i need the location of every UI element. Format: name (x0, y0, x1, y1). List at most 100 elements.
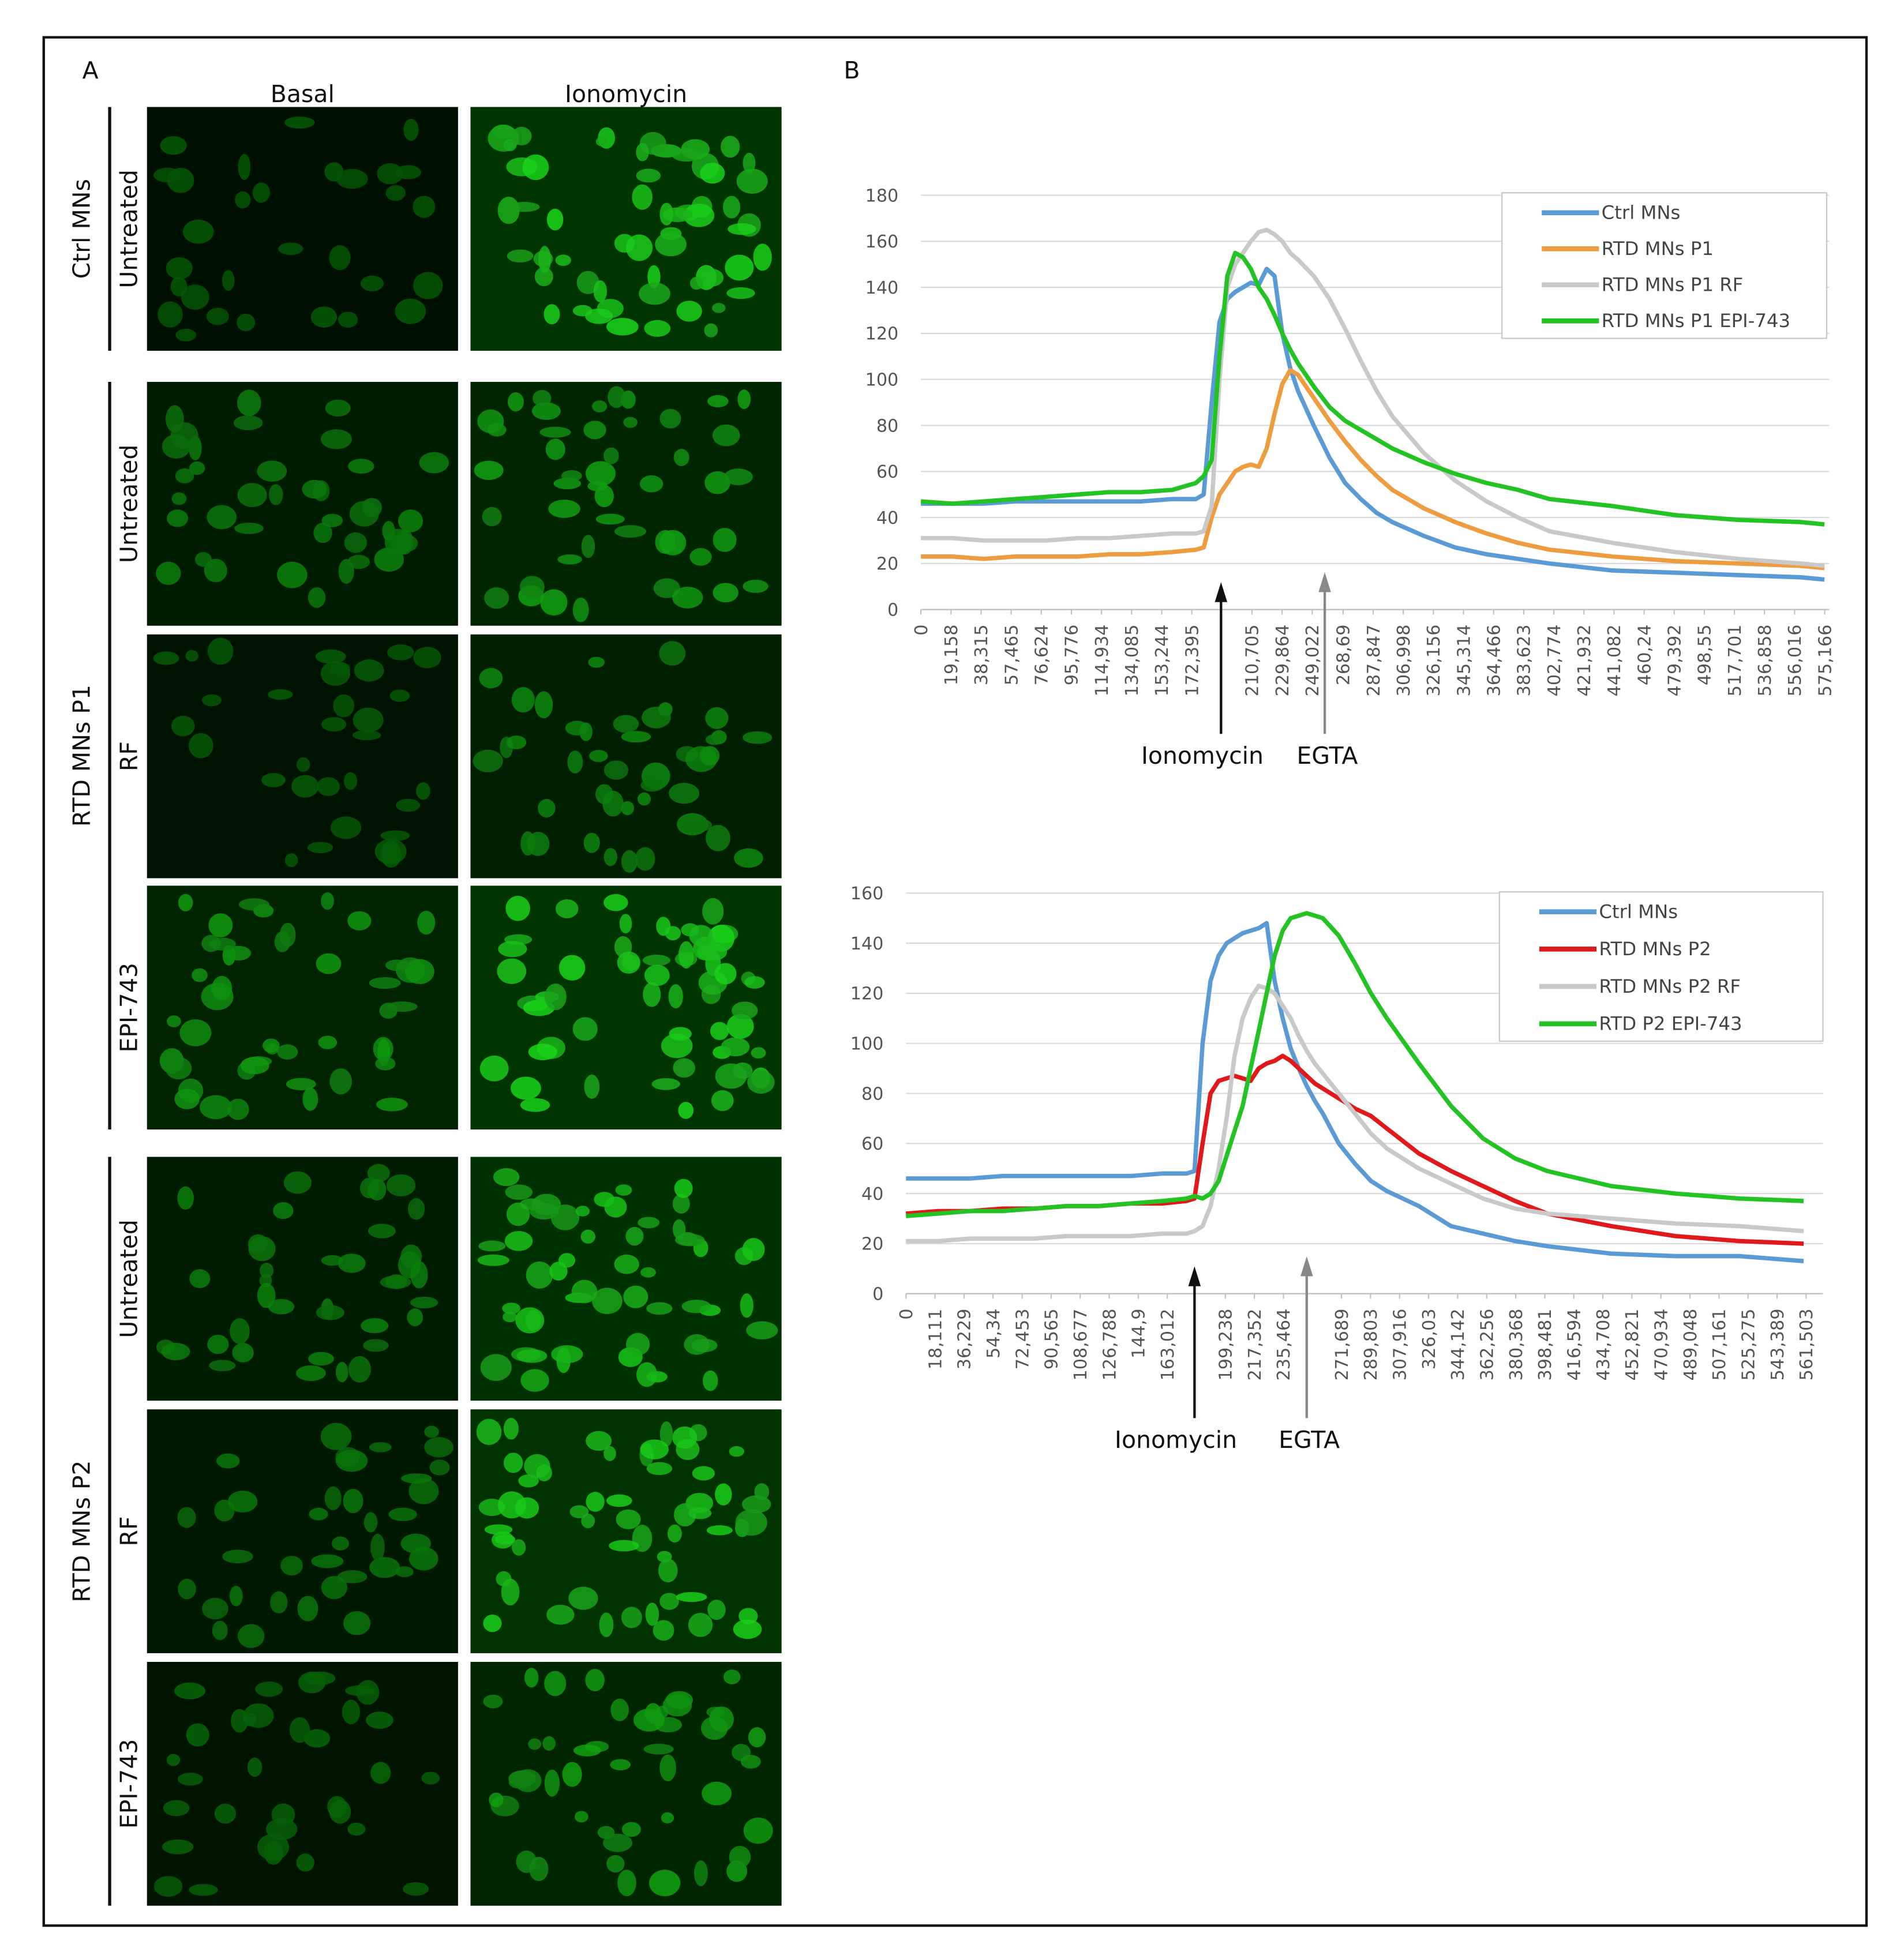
y-tick-label: 80 (876, 416, 898, 436)
cell (511, 1076, 541, 1100)
column-header: Ionomycin (565, 80, 687, 108)
cell (238, 153, 251, 180)
cell (589, 749, 608, 762)
cell (186, 1723, 209, 1747)
x-tick-label: 452,821 (1622, 1309, 1643, 1381)
cell (640, 779, 664, 792)
cell (617, 951, 640, 974)
cell (705, 734, 724, 745)
cell (602, 1833, 632, 1852)
cell (574, 1744, 601, 1756)
cell (623, 1285, 649, 1308)
arrow-head (1300, 1256, 1313, 1277)
annotation-label: Ionomycin (1141, 742, 1264, 770)
cell (667, 1524, 682, 1543)
x-tick-label: 489,048 (1681, 1309, 1701, 1381)
cell (375, 1057, 396, 1071)
cell (503, 1311, 518, 1323)
cell (544, 304, 560, 325)
cell (178, 894, 193, 911)
series-line (905, 1053, 1804, 1246)
cell (278, 242, 303, 256)
cell (711, 1090, 734, 1112)
y-tick-label: 20 (876, 554, 898, 575)
cell (615, 1184, 632, 1196)
cell (316, 953, 342, 974)
cell (483, 1614, 502, 1632)
cell (544, 1671, 567, 1696)
cell (235, 191, 251, 209)
cell (536, 1464, 552, 1481)
cell (658, 1559, 678, 1583)
legend-box (1501, 192, 1828, 339)
micrograph (147, 107, 458, 351)
cell (307, 842, 333, 854)
cell (320, 429, 352, 449)
cell (588, 656, 605, 668)
y-tick-label: 160 (865, 232, 899, 252)
cell (183, 219, 214, 244)
cell (549, 1262, 568, 1281)
legend-label: RTD MNs P2 RF (1599, 975, 1741, 997)
cell (194, 552, 212, 567)
micrograph (147, 382, 458, 626)
cell (344, 532, 367, 553)
cell (380, 840, 402, 868)
x-tick-label: 380,368 (1506, 1309, 1527, 1381)
cell (522, 154, 549, 181)
cell (477, 1254, 509, 1266)
cell (479, 1055, 509, 1082)
cell (342, 1699, 361, 1725)
cell (545, 438, 565, 460)
cell (616, 1509, 641, 1530)
cell (156, 561, 181, 585)
cell (534, 267, 553, 287)
x-tick-label: 249,022 (1303, 625, 1323, 697)
cell (395, 165, 421, 179)
cell (599, 1612, 614, 1638)
cell (313, 523, 332, 543)
cell (702, 1781, 732, 1806)
cell (232, 1343, 254, 1363)
cell (297, 1596, 318, 1622)
annotation-label: EGTA (1279, 1426, 1340, 1454)
cell (343, 1488, 363, 1514)
cell (698, 268, 724, 287)
cell (659, 202, 674, 226)
cell (174, 1682, 205, 1699)
cell (487, 423, 507, 437)
legend-box (1498, 891, 1824, 1042)
cell (625, 1226, 644, 1246)
cell (507, 392, 524, 412)
y-tick-label: 80 (861, 1084, 883, 1104)
cell (400, 1533, 431, 1553)
cell (348, 1356, 371, 1383)
x-tick-label: 134,085 (1122, 625, 1142, 697)
cell (713, 528, 737, 552)
cell (324, 1486, 342, 1511)
cell (310, 306, 338, 328)
cell (608, 386, 626, 408)
legend-label: Ctrl MNs (1602, 202, 1681, 224)
cell (376, 1097, 408, 1112)
cell (512, 1539, 526, 1556)
cell (636, 168, 661, 183)
cell (709, 1706, 734, 1732)
cell (748, 1727, 766, 1748)
cell (511, 126, 532, 146)
cell (419, 452, 449, 474)
cell (516, 1850, 537, 1873)
cell (153, 1876, 183, 1897)
x-tick-label: 345,314 (1454, 625, 1474, 697)
cell (689, 925, 713, 947)
cell (729, 1446, 744, 1457)
x-tick-label: 172,395 (1182, 625, 1202, 697)
cell (726, 287, 755, 299)
x-tick-label: 287,847 (1364, 625, 1384, 697)
cell (584, 1074, 600, 1099)
y-tick-label: 20 (861, 1234, 883, 1255)
cell (503, 1452, 523, 1473)
cell (713, 583, 739, 603)
cell (333, 694, 355, 718)
cell (715, 1063, 747, 1089)
